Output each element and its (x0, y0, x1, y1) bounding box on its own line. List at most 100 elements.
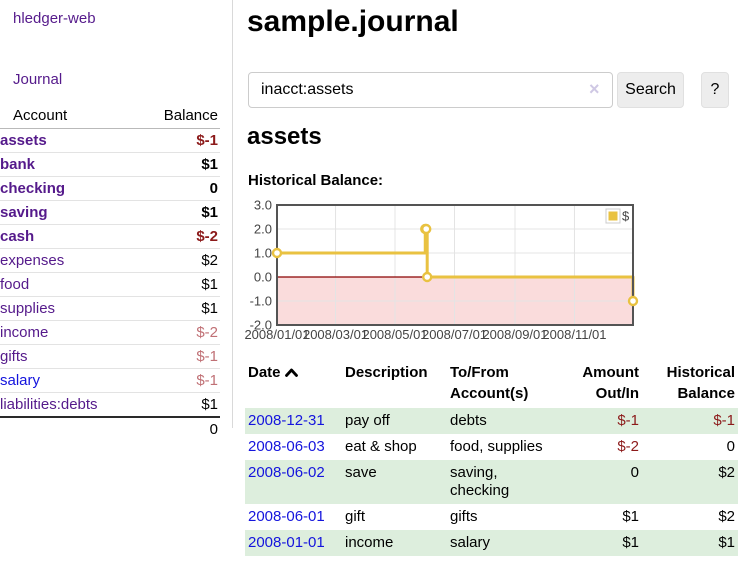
account-link-expenses[interactable]: expenses (0, 252, 65, 269)
account-row: saving $1 (0, 200, 220, 225)
svg-text:2008/07/01: 2008/07/01 (422, 327, 487, 342)
app-brand-link[interactable]: hledger-web (13, 10, 96, 27)
sidebar-item-journal[interactable]: Journal (13, 71, 63, 88)
accounts-total-value: 0 (140, 416, 220, 441)
transaction-date-link[interactable]: 2008-01-01 (248, 534, 325, 551)
transaction-description: save (345, 464, 377, 481)
account-balance: $-1 (140, 128, 220, 153)
account-balance: $-2 (140, 320, 220, 345)
chart-title: Historical Balance: (248, 172, 384, 189)
register-header-description: Description (345, 364, 428, 381)
svg-text:0.0: 0.0 (254, 270, 272, 285)
account-balance: $2 (140, 248, 220, 273)
transaction-amount: $1 (622, 534, 639, 551)
account-balance: 0 (140, 176, 220, 201)
date-header-label: Date (248, 364, 281, 381)
account-balance: $-1 (140, 344, 220, 369)
register-row: 2008-12-31 pay off debts $-1 $-1 (245, 408, 738, 434)
transaction-amount: 0 (630, 464, 639, 481)
account-link-food[interactable]: food (0, 276, 30, 293)
account-link-assets[interactable]: assets (0, 132, 47, 149)
transaction-balance: $2 (718, 508, 735, 525)
svg-text:2008/03/01: 2008/03/01 (303, 327, 368, 342)
account-balance: $1 (140, 200, 220, 225)
transaction-account: salary (450, 534, 491, 551)
transaction-description: income (345, 534, 394, 551)
register-header-amount: Amount Out/In (582, 364, 639, 402)
svg-text:1.0: 1.0 (254, 246, 272, 261)
svg-text:-2.0: -2.0 (250, 318, 272, 333)
account-row: gifts $-1 (0, 344, 220, 369)
account-link-salary[interactable]: salary (0, 372, 41, 389)
account-balance: $-1 (140, 368, 220, 393)
svg-text:$: $ (622, 209, 630, 224)
account-row: bank $1 (0, 152, 220, 177)
sort-asc-icon (284, 363, 299, 384)
svg-text:2008/05/01: 2008/05/01 (362, 327, 427, 342)
svg-text:2008/11/01: 2008/11/01 (542, 327, 606, 342)
transaction-date-link[interactable]: 2008-12-31 (248, 412, 325, 429)
svg-text:3.0: 3.0 (254, 200, 272, 213)
transaction-account: food, supplies (450, 438, 543, 455)
transaction-account: gifts (450, 508, 478, 525)
account-row: cash $-2 (0, 224, 220, 249)
transaction-date-link[interactable]: 2008-06-01 (248, 508, 325, 525)
clear-search-icon[interactable]: × (589, 79, 600, 99)
accounts-header-account: Account (0, 103, 140, 129)
search-button[interactable]: Search (617, 72, 684, 108)
register-header-row: Date Description To/From Account(s) Amou… (245, 362, 738, 408)
transaction-description: pay off (345, 412, 390, 429)
accounts-total-row: 0 (0, 416, 220, 441)
register-table: Date Description To/From Account(s) Amou… (245, 362, 738, 556)
account-row: income $-2 (0, 320, 220, 345)
search-input[interactable] (248, 72, 613, 108)
account-link-cash[interactable]: cash (0, 228, 35, 245)
svg-text:2.0: 2.0 (254, 222, 272, 237)
register-row: 2008-06-01 gift gifts $1 $2 (245, 504, 738, 530)
account-link-income[interactable]: income (0, 324, 49, 341)
account-row: assets $-1 (0, 128, 220, 153)
account-link-bank[interactable]: bank (0, 156, 36, 173)
svg-text:2008/01/01: 2008/01/01 (244, 327, 309, 342)
transaction-balance: $1 (718, 534, 735, 551)
svg-text:2008/09/01: 2008/09/01 (482, 327, 547, 342)
register-row: 2008-06-03 eat & shop food, supplies $-2… (245, 434, 738, 460)
svg-text:-1.0: -1.0 (250, 294, 272, 309)
account-row: liabilities:debts $1 (0, 393, 220, 418)
transaction-description: gift (345, 508, 366, 525)
transaction-description: eat & shop (345, 438, 417, 455)
account-link-liabilities-debts[interactable]: liabilities:debts (0, 396, 98, 413)
register-header-account: To/From Account(s) (450, 364, 529, 402)
help-button[interactable]: ? (701, 72, 729, 108)
transaction-balance: 0 (726, 438, 735, 455)
page-title: sample.journal (247, 5, 459, 38)
account-balance: $1 (140, 152, 220, 177)
register-header-date[interactable]: Date (245, 362, 345, 408)
account-link-saving[interactable]: saving (0, 204, 48, 221)
account-balance: $1 (140, 296, 220, 321)
transaction-date-link[interactable]: 2008-06-02 (248, 464, 325, 481)
account-row: salary $-1 (0, 368, 220, 393)
accounts-header-balance: Balance (140, 103, 220, 129)
account-link-gifts[interactable]: gifts (0, 348, 28, 365)
accounts-balance-table: Account Balance assets $-1 bank $1 check… (0, 103, 220, 441)
transaction-balance: $2 (718, 464, 735, 481)
transaction-balance: $-1 (713, 412, 735, 429)
transaction-date-link[interactable]: 2008-06-03 (248, 438, 325, 455)
transaction-account: saving, checking (450, 464, 510, 499)
account-link-checking[interactable]: checking (0, 180, 66, 197)
account-balance: $1 (201, 396, 218, 413)
account-row: expenses $2 (0, 248, 220, 273)
account-page-title: assets (247, 123, 322, 150)
register-row: 2008-01-01 income salary $1 $1 (245, 530, 738, 556)
transaction-account: debts (450, 412, 487, 429)
account-link-supplies[interactable]: supplies (0, 300, 56, 317)
account-row: checking 0 (0, 176, 220, 201)
account-row: food $1 (0, 272, 220, 297)
register-header-balance: Historical Balance (666, 364, 735, 402)
account-row: supplies $1 (0, 296, 220, 321)
transaction-amount: $1 (622, 508, 639, 525)
accounts-table-header: Account Balance (0, 103, 220, 129)
account-balance: $1 (140, 272, 220, 297)
sidebar: hledger-web Journal Account Balance asse… (0, 0, 233, 441)
